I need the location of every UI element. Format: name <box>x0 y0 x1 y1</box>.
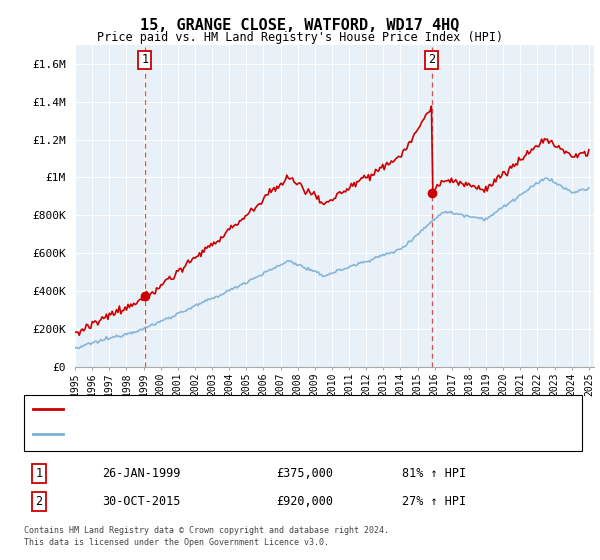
Text: 1: 1 <box>141 53 148 67</box>
Text: 2: 2 <box>35 494 43 508</box>
Text: £375,000: £375,000 <box>276 466 333 480</box>
Text: 15, GRANGE CLOSE, WATFORD, WD17 4HQ: 15, GRANGE CLOSE, WATFORD, WD17 4HQ <box>140 18 460 33</box>
Text: HPI: Average price, detached house, Watford: HPI: Average price, detached house, Watf… <box>69 429 338 439</box>
Text: 81% ↑ HPI: 81% ↑ HPI <box>402 466 466 480</box>
Text: Contains HM Land Registry data © Crown copyright and database right 2024.
This d: Contains HM Land Registry data © Crown c… <box>24 526 389 547</box>
Text: Price paid vs. HM Land Registry's House Price Index (HPI): Price paid vs. HM Land Registry's House … <box>97 31 503 44</box>
Text: 26-JAN-1999: 26-JAN-1999 <box>102 466 181 480</box>
Text: 27% ↑ HPI: 27% ↑ HPI <box>402 494 466 508</box>
Text: 1: 1 <box>35 466 43 480</box>
Text: 2: 2 <box>428 53 436 67</box>
Text: 15, GRANGE CLOSE, WATFORD, WD17 4HQ (detached house): 15, GRANGE CLOSE, WATFORD, WD17 4HQ (det… <box>69 404 394 414</box>
Text: 30-OCT-2015: 30-OCT-2015 <box>102 494 181 508</box>
Text: £920,000: £920,000 <box>276 494 333 508</box>
